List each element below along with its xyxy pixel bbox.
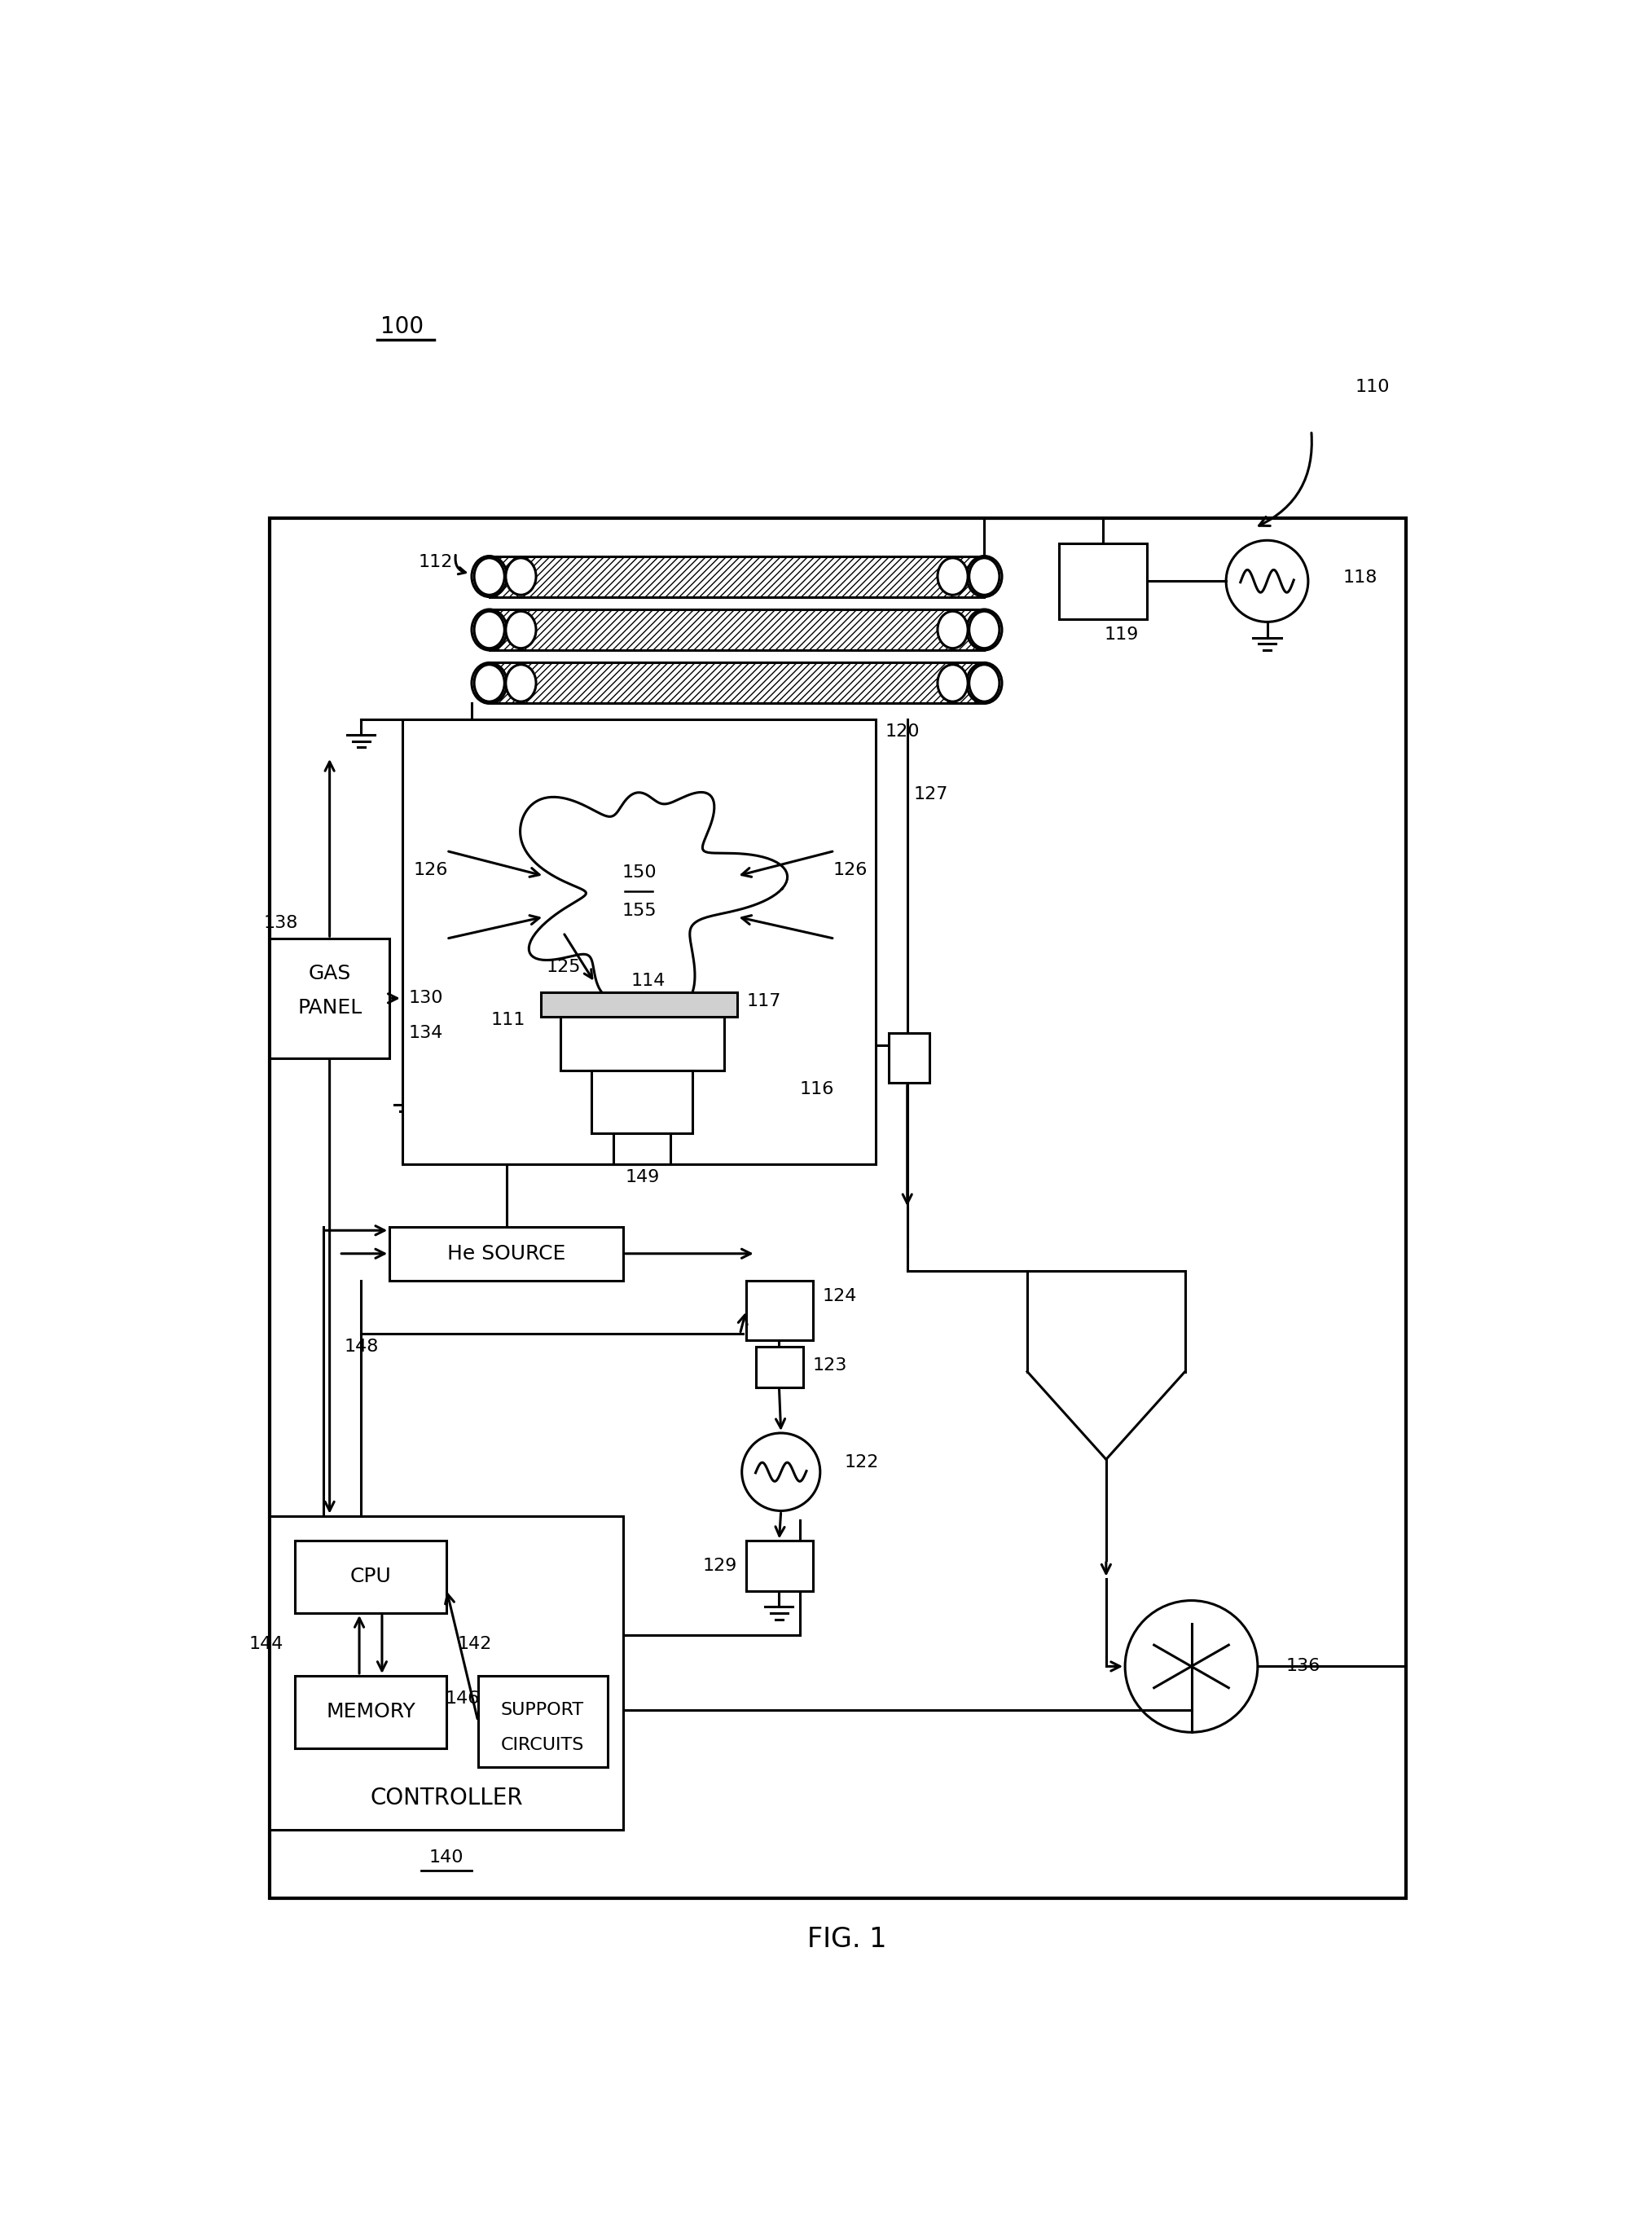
Text: 149: 149	[624, 1168, 659, 1186]
Bar	[269, 519, 1406, 1899]
Ellipse shape	[472, 555, 507, 597]
Text: 136: 136	[1285, 1658, 1320, 1674]
Ellipse shape	[472, 662, 507, 704]
Bar	[269, 938, 390, 1059]
Ellipse shape	[472, 609, 507, 651]
Bar	[489, 609, 985, 651]
Text: MEMORY: MEMORY	[325, 1701, 415, 1721]
Text: 116: 116	[800, 1081, 834, 1097]
Ellipse shape	[474, 557, 504, 595]
Text: SUPPORT: SUPPORT	[501, 1703, 583, 1719]
Text: 146: 146	[444, 1692, 479, 1707]
Bar	[560, 1016, 724, 1070]
Ellipse shape	[938, 611, 968, 649]
Text: 124: 124	[823, 1288, 856, 1304]
Bar	[296, 1540, 446, 1614]
Ellipse shape	[938, 557, 968, 595]
Text: 130: 130	[408, 990, 443, 1008]
Text: 140: 140	[430, 1850, 464, 1866]
Text: 126: 126	[413, 863, 448, 878]
Ellipse shape	[506, 557, 535, 595]
Text: GAS: GAS	[309, 963, 350, 983]
Bar	[296, 1676, 446, 1748]
Bar	[747, 1540, 813, 1592]
Bar	[489, 555, 985, 597]
Ellipse shape	[506, 611, 535, 649]
Text: He SOURCE: He SOURCE	[448, 1244, 565, 1264]
Bar	[747, 1282, 813, 1340]
Bar	[889, 1032, 930, 1083]
Text: 119: 119	[1105, 626, 1140, 642]
Text: 134: 134	[408, 1025, 443, 1041]
Ellipse shape	[938, 664, 968, 702]
Polygon shape	[520, 791, 788, 1005]
Bar	[755, 1346, 803, 1386]
Text: 144: 144	[249, 1636, 284, 1652]
Text: CONTROLLER: CONTROLLER	[370, 1788, 522, 1810]
Text: 100: 100	[380, 317, 425, 339]
Text: 150: 150	[621, 865, 656, 880]
Ellipse shape	[474, 611, 504, 649]
Ellipse shape	[970, 557, 999, 595]
Bar	[1059, 544, 1146, 620]
Text: PANEL: PANEL	[297, 999, 362, 1016]
Text: 155: 155	[621, 903, 656, 918]
Ellipse shape	[966, 662, 1003, 704]
Bar	[401, 720, 876, 1164]
Text: 122: 122	[844, 1453, 879, 1471]
Bar	[613, 1132, 671, 1164]
Text: CPU: CPU	[350, 1567, 392, 1587]
Text: 148: 148	[344, 1337, 378, 1355]
Ellipse shape	[966, 555, 1003, 597]
Text: CIRCUITS: CIRCUITS	[501, 1736, 585, 1752]
Bar	[489, 662, 985, 704]
Bar	[269, 1516, 623, 1830]
Text: 117: 117	[747, 994, 781, 1010]
Text: 118: 118	[1343, 571, 1378, 586]
Text: 142: 142	[458, 1636, 492, 1652]
Text: 126: 126	[833, 863, 867, 878]
Text: 129: 129	[702, 1558, 737, 1574]
Ellipse shape	[970, 664, 999, 702]
Text: 125: 125	[545, 958, 580, 974]
Bar	[489, 662, 985, 704]
Ellipse shape	[970, 611, 999, 649]
Ellipse shape	[506, 664, 535, 702]
Text: 123: 123	[813, 1357, 847, 1373]
Text: FIG. 1: FIG. 1	[806, 1926, 887, 1953]
Text: 112: 112	[418, 555, 453, 571]
Bar	[477, 1676, 608, 1768]
Text: 127: 127	[914, 787, 948, 802]
Bar	[591, 1070, 692, 1132]
Bar	[489, 609, 985, 651]
Bar	[489, 555, 985, 597]
Bar	[542, 992, 737, 1016]
Text: 114: 114	[631, 972, 666, 990]
Text: 120: 120	[885, 724, 920, 740]
Ellipse shape	[966, 609, 1003, 651]
Text: 110: 110	[1356, 379, 1389, 395]
Text: 138: 138	[263, 914, 297, 932]
Bar	[390, 1228, 623, 1282]
Text: 111: 111	[491, 1012, 525, 1028]
Ellipse shape	[474, 664, 504, 702]
